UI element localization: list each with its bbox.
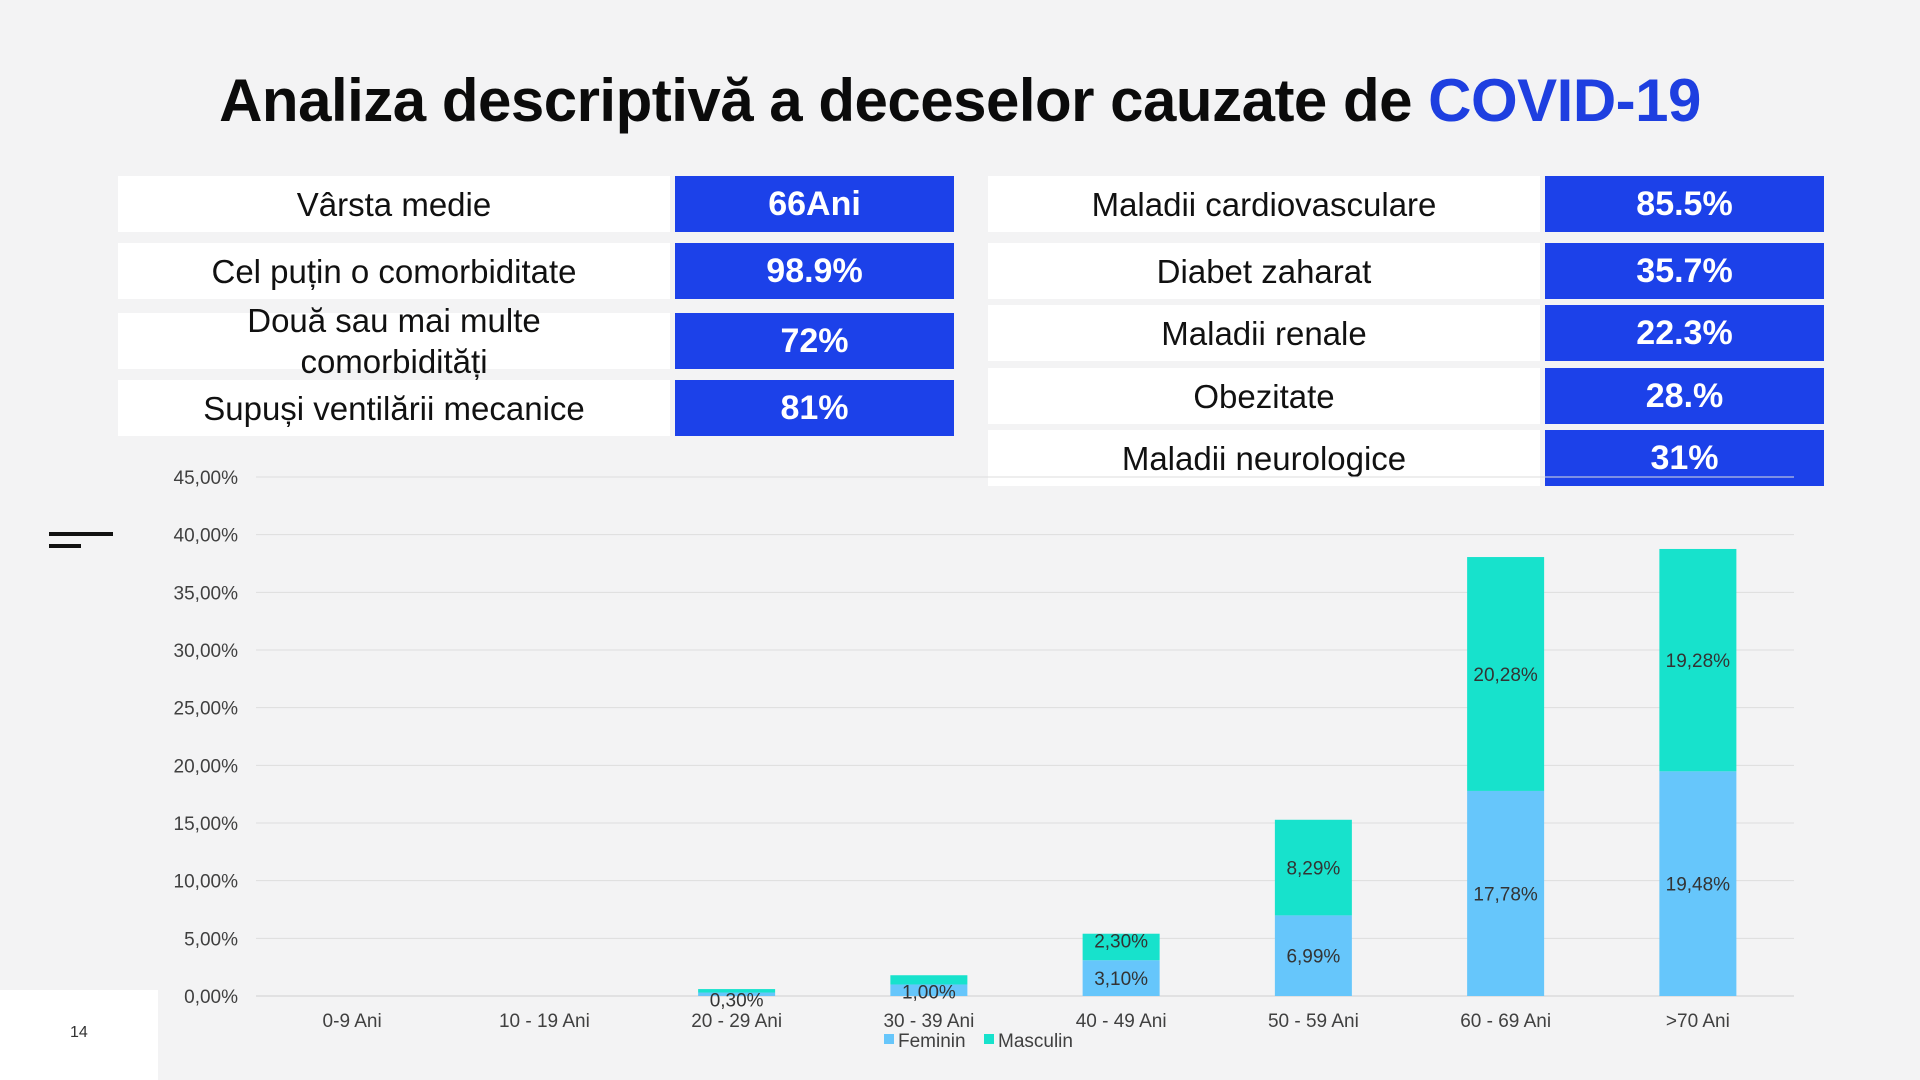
disease-label: Maladii renale — [988, 305, 1540, 361]
bar-feminin — [890, 984, 968, 996]
bar-feminin — [1467, 790, 1545, 996]
disease-row-cardiovascular: Maladii cardiovasculare 85.5% — [988, 176, 1824, 232]
data-label: 1,00% — [902, 982, 956, 1003]
stat-value: 72% — [675, 313, 954, 369]
x-tick-label: 60 - 69 Ani — [1460, 1011, 1551, 1032]
stat-row-comorbidity: Cel puțin o comorbiditate 98.9% — [118, 243, 954, 299]
stat-value: 81% — [675, 380, 954, 436]
y-tick-label: 35,00% — [174, 583, 239, 604]
bar-masculin — [1082, 933, 1160, 961]
disease-row-renal: Maladii renale 22.3% — [988, 305, 1824, 361]
y-tick-label: 30,00% — [174, 641, 239, 662]
disease-value: 22.3% — [1545, 305, 1824, 361]
disease-value: 35.7% — [1545, 243, 1824, 299]
disease-label: Obezitate — [988, 368, 1540, 424]
stat-row-mean-age: Vârsta medie 66Ani — [118, 176, 954, 232]
disease-value: 85.5% — [1545, 176, 1824, 232]
x-tick-label: >70 Ani — [1666, 1011, 1730, 1032]
data-label: 0,30% — [710, 991, 764, 1012]
bar-feminin — [1274, 915, 1352, 996]
legend-swatch — [984, 1034, 994, 1044]
menu-icon-line-top — [49, 532, 113, 536]
data-label: 19,28% — [1666, 651, 1731, 672]
legend-label: Feminin — [898, 1031, 966, 1052]
stat-label: Vârsta medie — [118, 176, 670, 232]
bar-feminin — [1659, 771, 1737, 996]
y-tick-label: 5,00% — [184, 929, 238, 950]
bar-feminin — [698, 992, 776, 996]
y-tick-label: 20,00% — [174, 756, 239, 777]
page-number-box — [0, 990, 158, 1080]
disease-label: Diabet zaharat — [988, 243, 1540, 299]
data-label: 2,30% — [1094, 932, 1148, 953]
bar-feminin — [1082, 960, 1160, 996]
menu-icon-line-bottom — [49, 544, 81, 548]
disease-label: Maladii cardiovasculare — [988, 176, 1540, 232]
y-tick-label: 0,00% — [184, 987, 238, 1008]
bar-masculin — [1659, 548, 1737, 772]
title-accent: COVID-19 — [1428, 67, 1701, 134]
title-main: Analiza descriptivă a deceselor cauzate … — [219, 67, 1429, 134]
data-label: 17,78% — [1473, 884, 1538, 905]
disease-value: 28.% — [1545, 368, 1824, 424]
stat-value: 66Ani — [675, 176, 954, 232]
data-label: 6,99% — [1286, 947, 1340, 968]
stat-label: Supuși ventilării mecanice — [118, 380, 670, 436]
x-tick-label: 40 - 49 Ani — [1076, 1011, 1167, 1032]
y-tick-label: 25,00% — [174, 699, 239, 720]
data-label: 20,28% — [1473, 665, 1538, 686]
slide-title: Analiza descriptivă a deceselor cauzate … — [0, 66, 1920, 135]
y-tick-label: 40,00% — [174, 526, 239, 547]
legend-label: Masculin — [998, 1031, 1073, 1052]
stat-row-ventilation: Supuși ventilării mecanice 81% — [118, 380, 954, 436]
y-tick-label: 45,00% — [174, 468, 239, 489]
stat-label: Cel puțin o comorbiditate — [118, 243, 670, 299]
bar-masculin — [1467, 557, 1545, 791]
legend-swatch — [884, 1034, 894, 1044]
disease-row-obesity: Obezitate 28.% — [988, 368, 1824, 424]
x-tick-label: 50 - 59 Ani — [1268, 1011, 1359, 1032]
x-tick-label: 10 - 19 Ani — [499, 1011, 590, 1032]
page-number: 14 — [70, 1024, 88, 1041]
disease-row-diabetes: Diabet zaharat 35.7% — [988, 243, 1824, 299]
y-tick-label: 10,00% — [174, 872, 239, 893]
data-label: 3,10% — [1094, 969, 1148, 990]
x-tick-label: 30 - 39 Ani — [883, 1011, 974, 1032]
x-tick-label: 20 - 29 Ani — [691, 1011, 782, 1032]
bar-masculin — [890, 975, 968, 985]
data-label: 8,29% — [1286, 859, 1340, 880]
x-tick-label: 0-9 Ani — [323, 1011, 382, 1032]
bar-masculin — [698, 989, 776, 993]
bar-masculin — [1274, 819, 1352, 916]
stat-value: 98.9% — [675, 243, 954, 299]
y-tick-label: 15,00% — [174, 814, 239, 835]
data-label: 19,48% — [1666, 875, 1731, 896]
